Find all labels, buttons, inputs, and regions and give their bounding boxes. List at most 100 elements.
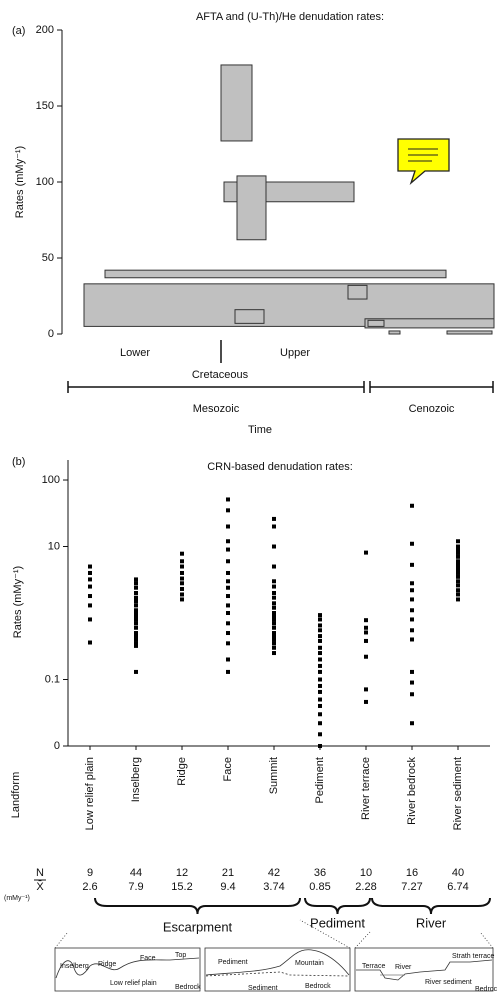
data-point	[226, 641, 230, 646]
data-point	[410, 541, 414, 546]
data-point	[456, 554, 460, 559]
data-point	[318, 697, 322, 702]
era-label: Mesozoic	[193, 403, 240, 415]
sketch-label: River sediment	[425, 979, 472, 986]
group-label: Pediment	[310, 915, 365, 930]
mean: 3.74	[263, 881, 284, 893]
mean: 9.4	[220, 881, 235, 893]
data-point	[456, 597, 460, 602]
mean: 7.9	[128, 881, 143, 893]
data-point	[272, 564, 276, 569]
data-point	[410, 581, 414, 586]
rate-box	[446, 330, 493, 335]
count: 16	[406, 867, 418, 879]
rate-box	[347, 284, 368, 300]
data-point	[456, 570, 460, 575]
x-tick-label: Face	[222, 757, 234, 781]
data-point	[364, 618, 368, 623]
data-point	[456, 561, 460, 566]
data-point	[134, 611, 138, 616]
rate-box	[388, 330, 401, 335]
y-tick-label: 100	[42, 474, 60, 486]
data-point	[226, 508, 230, 513]
data-point	[272, 641, 276, 646]
data-point	[226, 559, 230, 564]
count: 9	[87, 867, 93, 879]
data-point	[88, 603, 92, 608]
data-point	[318, 703, 322, 708]
chart-title: CRN-based denudation rates:	[207, 461, 353, 473]
y-tick-label: 0.1	[45, 673, 60, 685]
data-point	[410, 608, 414, 613]
rate-box	[364, 318, 495, 329]
y-tick-label: 10	[48, 540, 60, 552]
comment-icon	[397, 138, 450, 186]
count: 40	[452, 867, 464, 879]
data-point	[456, 564, 460, 569]
data-point	[318, 689, 322, 694]
data-point	[180, 570, 184, 575]
rate-box	[236, 175, 267, 241]
data-point	[410, 562, 414, 567]
panel-label: (b)	[12, 456, 25, 468]
sketch-label: Terrace	[362, 963, 385, 970]
data-point	[318, 613, 322, 618]
data-point	[134, 617, 138, 622]
mean-label: X̄	[36, 880, 44, 893]
data-point	[88, 570, 92, 575]
x-axis-label: Landform	[10, 772, 22, 818]
sketch-label: Face	[140, 955, 156, 962]
rate-box	[367, 319, 385, 327]
data-point	[226, 570, 230, 575]
y-tick-label: 0	[48, 328, 54, 340]
data-point	[272, 637, 276, 642]
data-point	[134, 577, 138, 582]
x-tick-label: Ridge	[176, 757, 188, 786]
count: 44	[130, 867, 142, 879]
data-point	[364, 638, 368, 643]
data-point	[318, 744, 322, 748]
data-point	[456, 574, 460, 579]
data-point	[226, 539, 230, 544]
data-point	[456, 588, 460, 593]
data-point	[318, 617, 322, 622]
data-point	[364, 630, 368, 635]
sketch-label: Top	[175, 952, 186, 959]
x-tick-label: Low relief plain	[84, 757, 96, 830]
data-point	[88, 594, 92, 599]
x-tick-label: Pediment	[314, 757, 326, 803]
data-point	[410, 503, 414, 508]
data-point	[134, 585, 138, 590]
data-point	[456, 550, 460, 555]
period-label: Lower	[120, 347, 150, 359]
data-point	[410, 637, 414, 642]
data-point	[272, 595, 276, 600]
data-point	[364, 687, 368, 692]
data-point	[456, 579, 460, 584]
sketch-label: Ridge	[98, 961, 116, 968]
data-point	[134, 637, 138, 642]
data-point	[226, 669, 230, 674]
data-point	[226, 547, 230, 552]
sketch-label: Sediment	[248, 985, 278, 992]
data-point	[456, 583, 460, 588]
data-point	[318, 683, 322, 688]
data-point	[410, 692, 414, 697]
data-point	[134, 643, 138, 648]
data-point	[456, 592, 460, 597]
data-point	[410, 617, 414, 622]
group-label: Escarpment	[163, 919, 233, 934]
y-tick-label: 200	[36, 24, 54, 36]
data-point	[134, 608, 138, 613]
sketch-label: Low relief plain	[110, 980, 157, 987]
period-label: Upper	[280, 347, 310, 359]
data-point	[318, 634, 322, 639]
data-point	[226, 611, 230, 616]
data-point	[134, 599, 138, 604]
data-point	[180, 581, 184, 586]
count: 12	[176, 867, 188, 879]
data-point	[318, 677, 322, 682]
x-tick-label: Summit	[268, 757, 280, 794]
data-point	[272, 590, 276, 595]
